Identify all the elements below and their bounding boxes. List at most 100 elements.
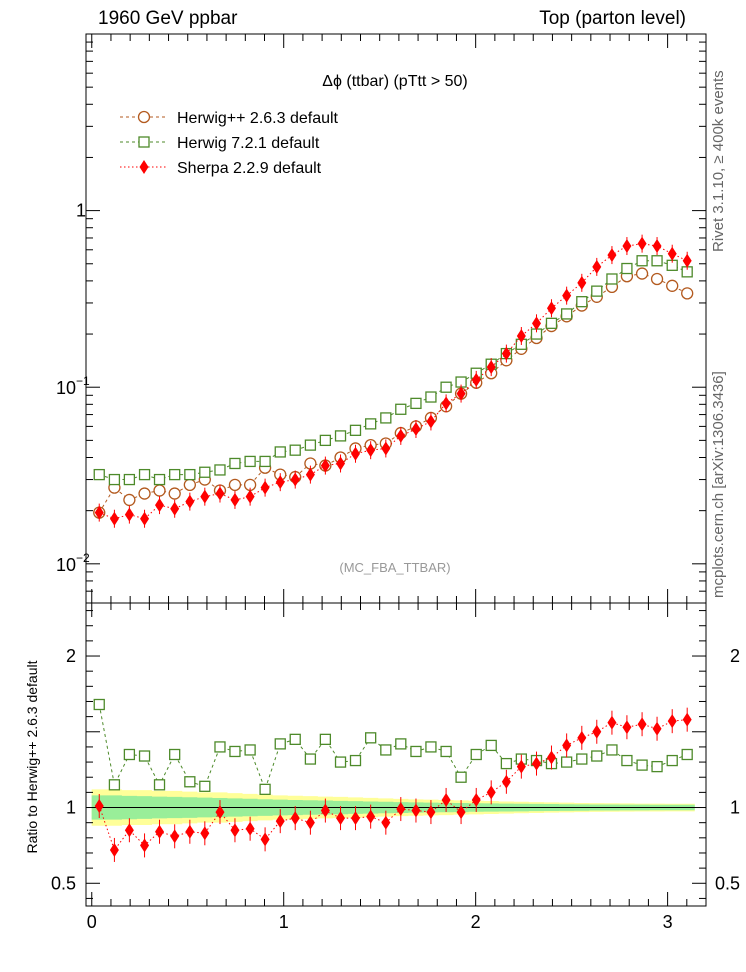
data-point bbox=[546, 301, 556, 316]
series-line-2 bbox=[99, 243, 688, 520]
ratio-panel: 0 1 2 3 2 2 1 1 0.5 0.5 bbox=[51, 34, 740, 932]
data-point bbox=[124, 507, 134, 522]
ratio-point bbox=[395, 738, 407, 750]
ratio-point bbox=[470, 748, 482, 761]
data-point bbox=[153, 484, 166, 497]
ratio-point bbox=[592, 724, 602, 739]
ratio-point bbox=[546, 750, 556, 765]
data-point bbox=[138, 468, 151, 481]
ratio-point bbox=[244, 744, 256, 756]
ratio-point bbox=[290, 811, 300, 826]
ratio-point bbox=[637, 717, 647, 732]
data-point bbox=[349, 424, 362, 436]
data-point bbox=[621, 262, 633, 275]
legend-label: Sherpa 2.2.9 default bbox=[177, 160, 322, 177]
data-point bbox=[486, 360, 496, 375]
data-point bbox=[576, 296, 588, 308]
data-point bbox=[516, 328, 526, 343]
data-point bbox=[260, 480, 270, 495]
ratio-point bbox=[170, 829, 180, 844]
data-point bbox=[622, 239, 632, 254]
ratio-point bbox=[200, 826, 210, 841]
ratio-point bbox=[153, 779, 166, 791]
ratio-point bbox=[245, 821, 255, 836]
data-point bbox=[577, 275, 587, 290]
data-point bbox=[411, 421, 421, 436]
data-point bbox=[471, 372, 481, 387]
ratio-point bbox=[215, 805, 225, 820]
ratio-point bbox=[365, 732, 377, 744]
ratio-y-tick-label: 2 bbox=[66, 646, 76, 666]
ratio-point bbox=[320, 803, 330, 818]
ratio-point bbox=[366, 809, 376, 824]
ratio-point bbox=[229, 745, 241, 758]
legend-label: Herwig 7.2.1 default bbox=[177, 135, 320, 152]
chart-title: Δϕ (ttbar) (pTtt > 50) bbox=[322, 73, 467, 90]
ratio-point bbox=[275, 814, 285, 829]
data-point bbox=[562, 288, 572, 303]
data-point bbox=[215, 486, 225, 501]
ratio-line-1 bbox=[98, 719, 688, 851]
ratio-point bbox=[532, 756, 542, 771]
data-point bbox=[591, 285, 603, 297]
ratio-point bbox=[260, 832, 270, 847]
data-point bbox=[410, 397, 422, 410]
ratio-point bbox=[681, 748, 693, 761]
data-point bbox=[229, 457, 241, 470]
data-point bbox=[440, 381, 452, 393]
ratio-point bbox=[230, 823, 240, 838]
ratio-point bbox=[109, 842, 119, 857]
ratio-point bbox=[138, 750, 151, 762]
data-point bbox=[199, 466, 211, 478]
ratio-point bbox=[456, 805, 466, 820]
data-point bbox=[651, 255, 663, 267]
data-point bbox=[380, 412, 392, 424]
data-point bbox=[681, 287, 694, 300]
header-right: Top (parton level) bbox=[539, 8, 686, 29]
ratio-point bbox=[380, 744, 392, 756]
ratio-point bbox=[486, 785, 496, 800]
data-point bbox=[606, 273, 618, 285]
data-point bbox=[183, 478, 196, 491]
data-point bbox=[274, 446, 286, 458]
ratio-point bbox=[334, 756, 347, 768]
data-point bbox=[652, 239, 662, 254]
ratio-point bbox=[440, 745, 452, 758]
data-point bbox=[637, 236, 647, 251]
ratio-point bbox=[667, 714, 677, 729]
ratio-point bbox=[666, 754, 678, 767]
data-point bbox=[228, 478, 242, 491]
ratio-point bbox=[425, 741, 437, 753]
data-point bbox=[214, 464, 226, 476]
ratio-point bbox=[576, 753, 588, 765]
ratio-point bbox=[621, 754, 633, 767]
data-point bbox=[140, 511, 150, 526]
legend-label: Herwig++ 2.6.3 default bbox=[177, 110, 339, 127]
data-point bbox=[259, 455, 271, 468]
ratio-point bbox=[562, 738, 572, 753]
data-point bbox=[501, 346, 511, 361]
ratio-point bbox=[411, 803, 421, 818]
ratio-point bbox=[591, 750, 603, 762]
ratio-point bbox=[682, 712, 692, 727]
x-tick-label: 3 bbox=[663, 912, 673, 932]
ratio-point bbox=[185, 824, 195, 839]
x-tick-label: 2 bbox=[471, 912, 481, 932]
main-series bbox=[93, 234, 694, 528]
data-point bbox=[395, 403, 407, 415]
data-point bbox=[366, 443, 376, 458]
data-point bbox=[170, 501, 180, 516]
legend-marker bbox=[139, 160, 149, 174]
y-tick-label: 1 bbox=[76, 201, 86, 221]
ratio-point bbox=[426, 805, 436, 820]
ratio-point bbox=[124, 823, 134, 838]
ratio-line-0 bbox=[98, 704, 688, 791]
ratio-point bbox=[381, 815, 391, 830]
ratio-point bbox=[636, 759, 648, 771]
ratio-point bbox=[289, 733, 301, 745]
data-point bbox=[319, 434, 332, 447]
data-point bbox=[155, 498, 165, 513]
data-point bbox=[153, 473, 166, 486]
ratio-y-tick-label: 1 bbox=[66, 798, 76, 818]
